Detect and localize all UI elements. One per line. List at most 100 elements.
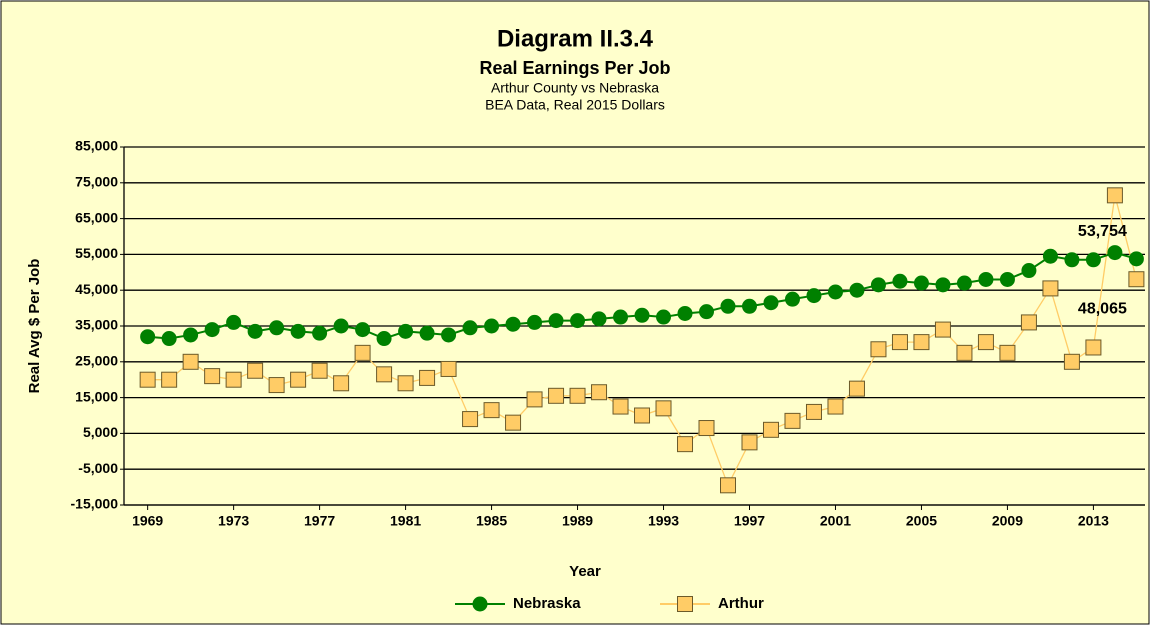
data-point bbox=[848, 380, 865, 397]
y-tick-label: -15,000 bbox=[71, 496, 119, 512]
data-point bbox=[634, 307, 650, 323]
data-point bbox=[333, 375, 350, 392]
data-point bbox=[978, 271, 994, 287]
x-tick-label: 1977 bbox=[304, 513, 335, 529]
chart-subtitle: BEA Data, Real 2015 Dollars bbox=[485, 97, 665, 113]
data-point bbox=[1064, 252, 1080, 268]
data-point bbox=[1128, 251, 1144, 267]
data-point bbox=[225, 371, 242, 388]
data-point bbox=[1085, 339, 1102, 356]
data-point bbox=[269, 320, 285, 336]
data-point bbox=[806, 288, 822, 304]
data-point bbox=[891, 334, 908, 351]
x-tick-label: 2009 bbox=[992, 513, 1023, 529]
data-point bbox=[849, 282, 865, 298]
x-tick-label: 2013 bbox=[1078, 513, 1109, 529]
data-point bbox=[247, 362, 264, 379]
data-point bbox=[913, 275, 929, 291]
data-point bbox=[419, 325, 435, 341]
data-point bbox=[419, 369, 436, 386]
data-point bbox=[505, 414, 522, 431]
x-tick-label: 1993 bbox=[648, 513, 679, 529]
data-point bbox=[1020, 314, 1037, 331]
data-point bbox=[634, 407, 651, 424]
data-point bbox=[956, 275, 972, 291]
data-point bbox=[677, 436, 694, 453]
data-point bbox=[741, 298, 757, 314]
data-point bbox=[913, 334, 930, 351]
y-tick-label: 75,000 bbox=[75, 174, 118, 190]
data-point bbox=[247, 323, 263, 339]
data-point bbox=[226, 314, 242, 330]
data-point bbox=[570, 313, 586, 329]
data-point bbox=[139, 371, 156, 388]
x-tick-label: 1973 bbox=[218, 513, 249, 529]
data-point bbox=[677, 305, 693, 321]
data-label: 53,754 bbox=[1078, 223, 1127, 240]
data-point bbox=[591, 311, 607, 327]
chart-title: Diagram II.3.4 bbox=[497, 25, 654, 52]
data-point bbox=[140, 329, 156, 345]
legend-label: Arthur bbox=[718, 595, 764, 612]
data-point bbox=[182, 353, 199, 370]
data-point bbox=[548, 387, 565, 404]
data-point bbox=[720, 298, 736, 314]
data-point bbox=[268, 377, 285, 394]
x-tick-label: 2005 bbox=[906, 513, 937, 529]
data-point bbox=[548, 313, 564, 329]
data-point bbox=[656, 309, 672, 325]
data-label: 48,065 bbox=[1078, 300, 1127, 317]
x-tick-label: 2001 bbox=[820, 513, 851, 529]
data-point bbox=[784, 291, 800, 307]
x-tick-label: 1997 bbox=[734, 513, 765, 529]
data-point bbox=[999, 271, 1015, 287]
data-point bbox=[376, 331, 392, 347]
data-point bbox=[977, 334, 994, 351]
y-tick-label: 35,000 bbox=[75, 317, 118, 333]
data-point bbox=[440, 360, 457, 377]
data-point bbox=[1042, 280, 1059, 297]
legend-marker bbox=[677, 596, 693, 612]
y-tick-label: -5,000 bbox=[78, 460, 118, 476]
data-point bbox=[1021, 263, 1037, 279]
x-tick-label: 1969 bbox=[132, 513, 163, 529]
data-point bbox=[311, 362, 328, 379]
data-point bbox=[762, 421, 779, 438]
data-point bbox=[462, 320, 478, 336]
x-tick-label: 1985 bbox=[476, 513, 507, 529]
x-axis-title: Year bbox=[569, 563, 601, 580]
data-point bbox=[204, 322, 220, 338]
data-point bbox=[784, 412, 801, 429]
data-point bbox=[1128, 271, 1145, 288]
data-point bbox=[333, 318, 349, 334]
data-point bbox=[1042, 248, 1058, 264]
y-tick-label: 15,000 bbox=[75, 388, 118, 404]
data-point bbox=[892, 273, 908, 289]
data-point bbox=[462, 411, 479, 428]
data-point bbox=[999, 344, 1016, 361]
data-point bbox=[1106, 187, 1123, 204]
data-point bbox=[741, 434, 758, 451]
data-point bbox=[441, 327, 457, 343]
y-tick-label: 55,000 bbox=[75, 245, 118, 261]
y-tick-label: 5,000 bbox=[83, 424, 118, 440]
data-point bbox=[354, 344, 371, 361]
data-point bbox=[397, 375, 414, 392]
y-tick-label: 85,000 bbox=[75, 138, 118, 154]
data-point bbox=[805, 403, 822, 420]
data-point bbox=[527, 314, 543, 330]
data-point bbox=[870, 277, 886, 293]
data-point bbox=[161, 371, 178, 388]
data-point bbox=[484, 318, 500, 334]
data-point bbox=[290, 371, 307, 388]
data-point bbox=[290, 323, 306, 339]
y-tick-label: 65,000 bbox=[75, 209, 118, 225]
data-point bbox=[612, 398, 629, 415]
data-point bbox=[827, 398, 844, 415]
data-point bbox=[613, 309, 629, 325]
data-point bbox=[526, 391, 543, 408]
data-point bbox=[720, 477, 737, 494]
chart-subtitle: Arthur County vs Nebraska bbox=[491, 80, 659, 96]
chart-subtitle: Real Earnings Per Job bbox=[479, 58, 670, 78]
data-point bbox=[355, 322, 371, 338]
